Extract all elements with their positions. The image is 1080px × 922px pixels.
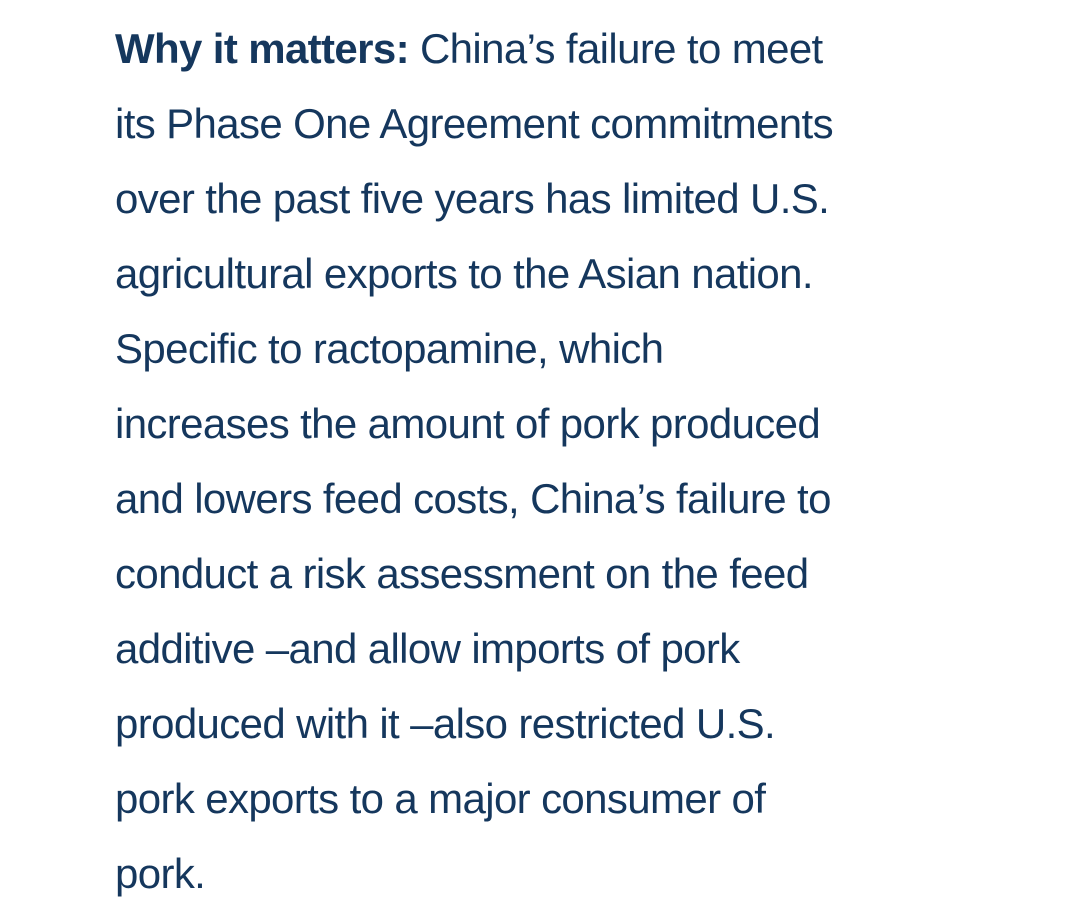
paragraph-line: Why it matters: China’s failure to meet <box>115 11 1040 86</box>
paragraph-line: conduct a risk assessment on the feed <box>115 550 809 597</box>
paragraph-lead: Why it matters: <box>115 25 410 72</box>
paragraph-line: pork exports to a major consumer of <box>115 775 766 822</box>
paragraph-line: pork. <box>115 850 206 897</box>
paragraph-line: over the past five years has limited U.S… <box>115 175 830 222</box>
paragraph-line: agricultural exports to the Asian nation… <box>115 250 814 297</box>
paragraph-line: additive –and allow imports of pork <box>115 625 740 672</box>
paragraph-line: Specific to ractopamine, which <box>115 325 664 372</box>
paragraph-line-text: China’s failure to meet <box>408 25 823 72</box>
paragraph-line: its Phase One Agreement commitments <box>115 100 834 147</box>
paragraph-line: increases the amount of pork produced <box>115 400 821 447</box>
paragraph-line: produced with it –also restricted U.S. <box>115 700 776 747</box>
paragraph-line: and lowers feed costs, China’s failure t… <box>115 475 831 522</box>
